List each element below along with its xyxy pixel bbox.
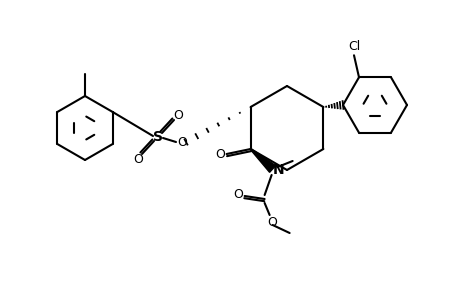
Text: O: O — [233, 188, 243, 202]
Text: N: N — [272, 163, 284, 177]
Polygon shape — [250, 148, 275, 172]
Text: O: O — [215, 148, 225, 160]
Text: O: O — [267, 215, 277, 229]
Text: O: O — [177, 136, 186, 148]
Text: O: O — [133, 152, 143, 166]
Text: O: O — [173, 109, 183, 122]
Text: Cl: Cl — [347, 40, 359, 53]
Text: S: S — [153, 130, 162, 144]
